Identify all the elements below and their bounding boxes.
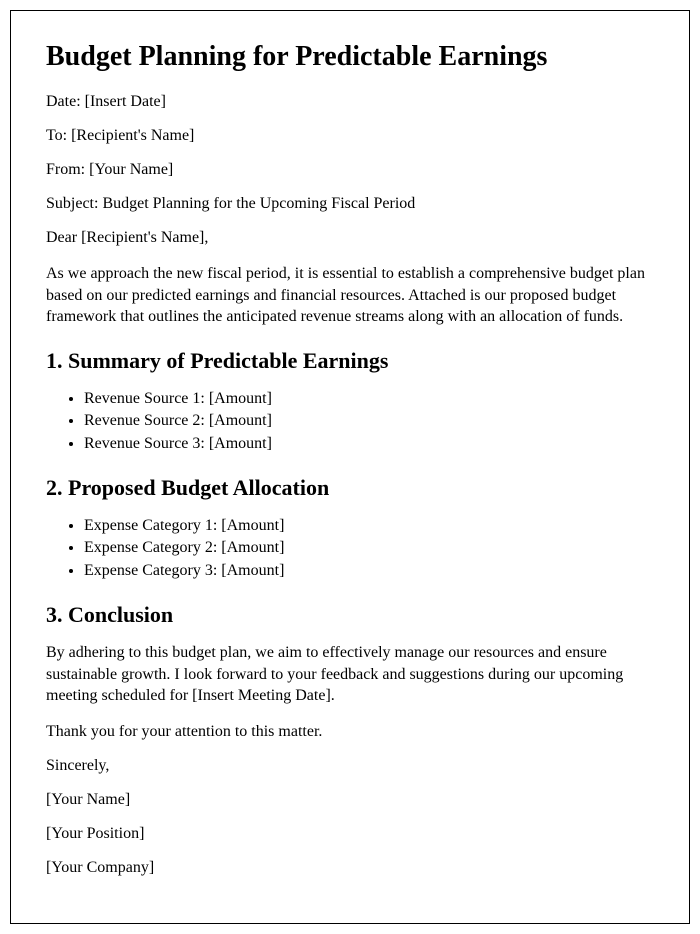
- meta-from: From: [Your Name]: [46, 161, 654, 179]
- closing-position: [Your Position]: [46, 825, 654, 843]
- list-item: Revenue Source 3: [Amount]: [84, 433, 654, 455]
- section2-heading: 2. Proposed Budget Allocation: [46, 475, 654, 501]
- section2-list: Expense Category 1: [Amount] Expense Cat…: [84, 515, 654, 582]
- list-item: Revenue Source 2: [Amount]: [84, 410, 654, 432]
- meta-date: Date: [Insert Date]: [46, 93, 654, 111]
- closing-name: [Your Name]: [46, 791, 654, 809]
- page-title: Budget Planning for Predictable Earnings: [46, 41, 654, 73]
- section1-heading: 1. Summary of Predictable Earnings: [46, 348, 654, 374]
- list-item: Expense Category 3: [Amount]: [84, 560, 654, 582]
- meta-subject: Subject: Budget Planning for the Upcomin…: [46, 195, 654, 213]
- list-item: Revenue Source 1: [Amount]: [84, 388, 654, 410]
- intro-paragraph: As we approach the new fiscal period, it…: [46, 263, 654, 328]
- section1-list: Revenue Source 1: [Amount] Revenue Sourc…: [84, 388, 654, 455]
- closing-company: [Your Company]: [46, 859, 654, 877]
- meta-to: To: [Recipient's Name]: [46, 127, 654, 145]
- list-item: Expense Category 1: [Amount]: [84, 515, 654, 537]
- closing-signoff: Sincerely,: [46, 757, 654, 775]
- salutation: Dear [Recipient's Name],: [46, 229, 654, 247]
- document-page: Budget Planning for Predictable Earnings…: [10, 10, 690, 924]
- closing-thanks: Thank you for your attention to this mat…: [46, 723, 654, 741]
- section3-heading: 3. Conclusion: [46, 602, 654, 628]
- list-item: Expense Category 2: [Amount]: [84, 537, 654, 559]
- conclusion-paragraph: By adhering to this budget plan, we aim …: [46, 642, 654, 707]
